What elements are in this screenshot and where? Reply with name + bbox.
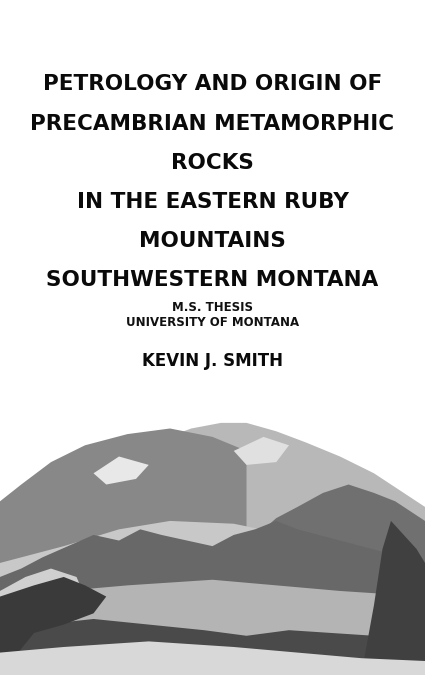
Text: KEVIN J. SMITH: KEVIN J. SMITH xyxy=(142,352,283,370)
Text: PRECAMBRIAN METAMORPHIC: PRECAMBRIAN METAMORPHIC xyxy=(31,113,394,134)
Text: ROCKS: ROCKS xyxy=(171,153,254,173)
Polygon shape xyxy=(0,521,425,675)
Polygon shape xyxy=(0,423,425,675)
Text: MOUNTAINS: MOUNTAINS xyxy=(139,231,286,251)
Polygon shape xyxy=(0,568,85,619)
Polygon shape xyxy=(0,580,425,675)
Text: UNIVERSITY OF MONTANA: UNIVERSITY OF MONTANA xyxy=(126,316,299,329)
Polygon shape xyxy=(264,485,425,675)
Polygon shape xyxy=(361,521,425,675)
Polygon shape xyxy=(0,429,246,675)
Text: PETROLOGY AND ORIGIN OF: PETROLOGY AND ORIGIN OF xyxy=(43,74,382,94)
Polygon shape xyxy=(0,577,106,675)
Polygon shape xyxy=(234,437,289,465)
Text: IN THE EASTERN RUBY: IN THE EASTERN RUBY xyxy=(76,192,348,212)
Polygon shape xyxy=(0,619,425,675)
Text: M.S. THESIS: M.S. THESIS xyxy=(172,300,253,314)
Polygon shape xyxy=(94,456,149,485)
Text: SOUTHWESTERN MONTANA: SOUTHWESTERN MONTANA xyxy=(46,270,379,290)
Polygon shape xyxy=(0,521,425,675)
Polygon shape xyxy=(0,641,425,675)
